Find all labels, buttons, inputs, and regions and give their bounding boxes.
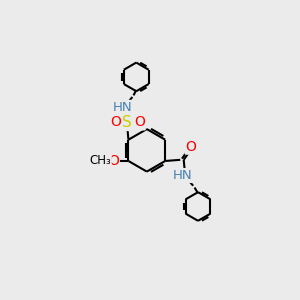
Text: HN: HN xyxy=(113,101,133,114)
Text: O: O xyxy=(186,140,196,154)
Text: methoxy: methoxy xyxy=(98,160,104,162)
Text: CH₃: CH₃ xyxy=(89,154,111,167)
Text: HN: HN xyxy=(173,169,193,182)
Text: O: O xyxy=(110,116,121,129)
Text: O: O xyxy=(108,154,119,168)
Text: S: S xyxy=(122,115,132,130)
Text: O: O xyxy=(134,116,145,129)
